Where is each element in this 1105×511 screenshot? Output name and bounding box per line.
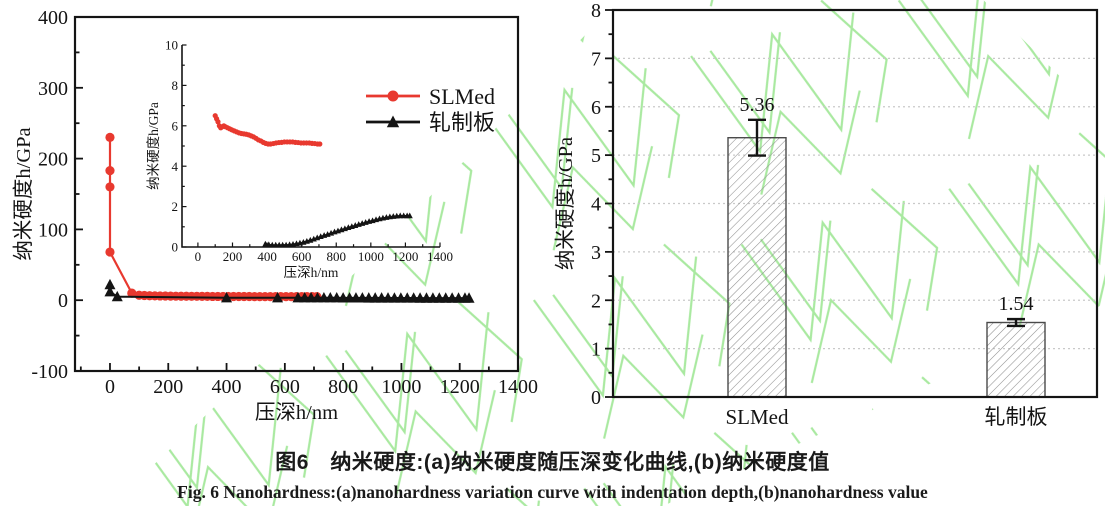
svg-text:800: 800 — [328, 376, 358, 398]
svg-text:800: 800 — [326, 249, 346, 264]
svg-text:4: 4 — [172, 159, 179, 174]
bar-category-label: SLMed — [726, 405, 790, 429]
inset-axes: 0 200 400 600 800 1000 1200 1400 0 2 4 6 8 10 压深h/nm 纳米… — [146, 38, 495, 280]
svg-text:600: 600 — [292, 249, 312, 264]
figure-captions: 图6 纳米硬度:(a)纳米硬度随压深变化曲线,(b)纳米硬度值 Fig. 6 N… — [0, 443, 1105, 503]
legend-label-轧制板: 轧制板 — [429, 110, 495, 135]
svg-text:300: 300 — [38, 78, 68, 100]
caption-english: Fig. 6 Nanohardness:(a)nanohardness vari… — [177, 482, 928, 502]
svg-text:0: 0 — [172, 240, 179, 255]
main-axes-series-轧制板 — [104, 278, 475, 303]
svg-text:8: 8 — [591, 0, 601, 22]
svg-text:200: 200 — [153, 376, 183, 398]
svg-text:1: 1 — [591, 339, 601, 361]
svg-text:6: 6 — [172, 118, 179, 133]
panel-a-line-chart: 0 200 400 600 800 1000 1200 1400 -100 0 100 200 300 4… — [0, 0, 552, 443]
svg-text:5: 5 — [591, 145, 601, 167]
bar-value-label: 5.36 — [740, 94, 775, 116]
svg-text:100: 100 — [38, 219, 68, 241]
svg-text:1400: 1400 — [498, 376, 538, 398]
svg-text:600: 600 — [270, 376, 300, 398]
svg-text:0: 0 — [58, 290, 68, 312]
legend-item-轧制板: 轧制板 — [366, 110, 495, 135]
svg-text:7: 7 — [591, 48, 601, 70]
main-axes-ylabel: 纳米硬度h/GPa — [12, 127, 35, 260]
svg-text:-100: -100 — [31, 361, 68, 383]
inset-axes-xlabel: 压深h/nm — [284, 265, 339, 280]
svg-text:2: 2 — [591, 290, 601, 312]
svg-text:400: 400 — [212, 376, 242, 398]
svg-text:0: 0 — [591, 387, 601, 409]
bar-category-label: 轧制板 — [985, 405, 1048, 429]
svg-text:1200: 1200 — [440, 376, 480, 398]
svg-text:200: 200 — [38, 149, 68, 171]
svg-text:1200: 1200 — [392, 249, 418, 264]
panel-b-bar-chart: 5.36 SLMed 1.54 轧制板 0 1 2 3 4 5 6 7 8 纳米硬度h/GPa — [552, 0, 1105, 443]
legend-item-SLMed: SLMed — [366, 84, 495, 109]
svg-text:400: 400 — [257, 249, 277, 264]
svg-text:0: 0 — [105, 376, 115, 398]
inset-axes-ylabel: 纳米硬度h/GPa — [146, 102, 161, 190]
svg-text:0: 0 — [195, 249, 202, 264]
svg-text:3: 3 — [591, 242, 601, 264]
bar-SLMed: 5.36 SLMed — [726, 94, 790, 429]
bar-value-label: 1.54 — [999, 293, 1034, 315]
svg-text:10: 10 — [165, 38, 178, 53]
inset-axes-series-SLMed — [212, 113, 323, 147]
legend-label-SLMed: SLMed — [429, 84, 495, 109]
svg-text:6: 6 — [591, 97, 601, 119]
main-axes: 0 200 400 600 800 1000 1200 1400-10001002003004… — [12, 7, 538, 424]
bar-轧制板: 1.54 轧制板 — [985, 293, 1048, 429]
svg-text:1000: 1000 — [358, 249, 384, 264]
bar-ylabel: 纳米硬度h/GPa — [554, 137, 577, 270]
panel-b-svg: 5.36 SLMed 1.54 轧制板 0 1 2 3 4 5 6 7 8 纳米硬度h/GPa — [554, 0, 1099, 429]
svg-text:1000: 1000 — [381, 376, 421, 398]
caption-chinese: 图6 纳米硬度:(a)纳米硬度随压深变化曲线,(b)纳米硬度值 — [275, 451, 830, 474]
svg-text:4: 4 — [591, 194, 601, 216]
svg-text:1400: 1400 — [427, 249, 453, 264]
svg-text:8: 8 — [172, 78, 179, 93]
svg-text:200: 200 — [223, 249, 243, 264]
svg-text:2: 2 — [172, 199, 179, 214]
bar-axes: 5.36 SLMed 1.54 轧制板 0 1 2 3 4 5 6 7 8 纳米硬度h/GPa — [554, 0, 1099, 429]
inset-axes-series-轧制板 — [262, 212, 413, 248]
panel-a-svg: 0 200 400 600 800 1000 1200 1400-10001002003004… — [12, 7, 538, 424]
main-axes-xlabel: 压深h/nm — [255, 401, 338, 424]
svg-text:400: 400 — [38, 7, 68, 29]
